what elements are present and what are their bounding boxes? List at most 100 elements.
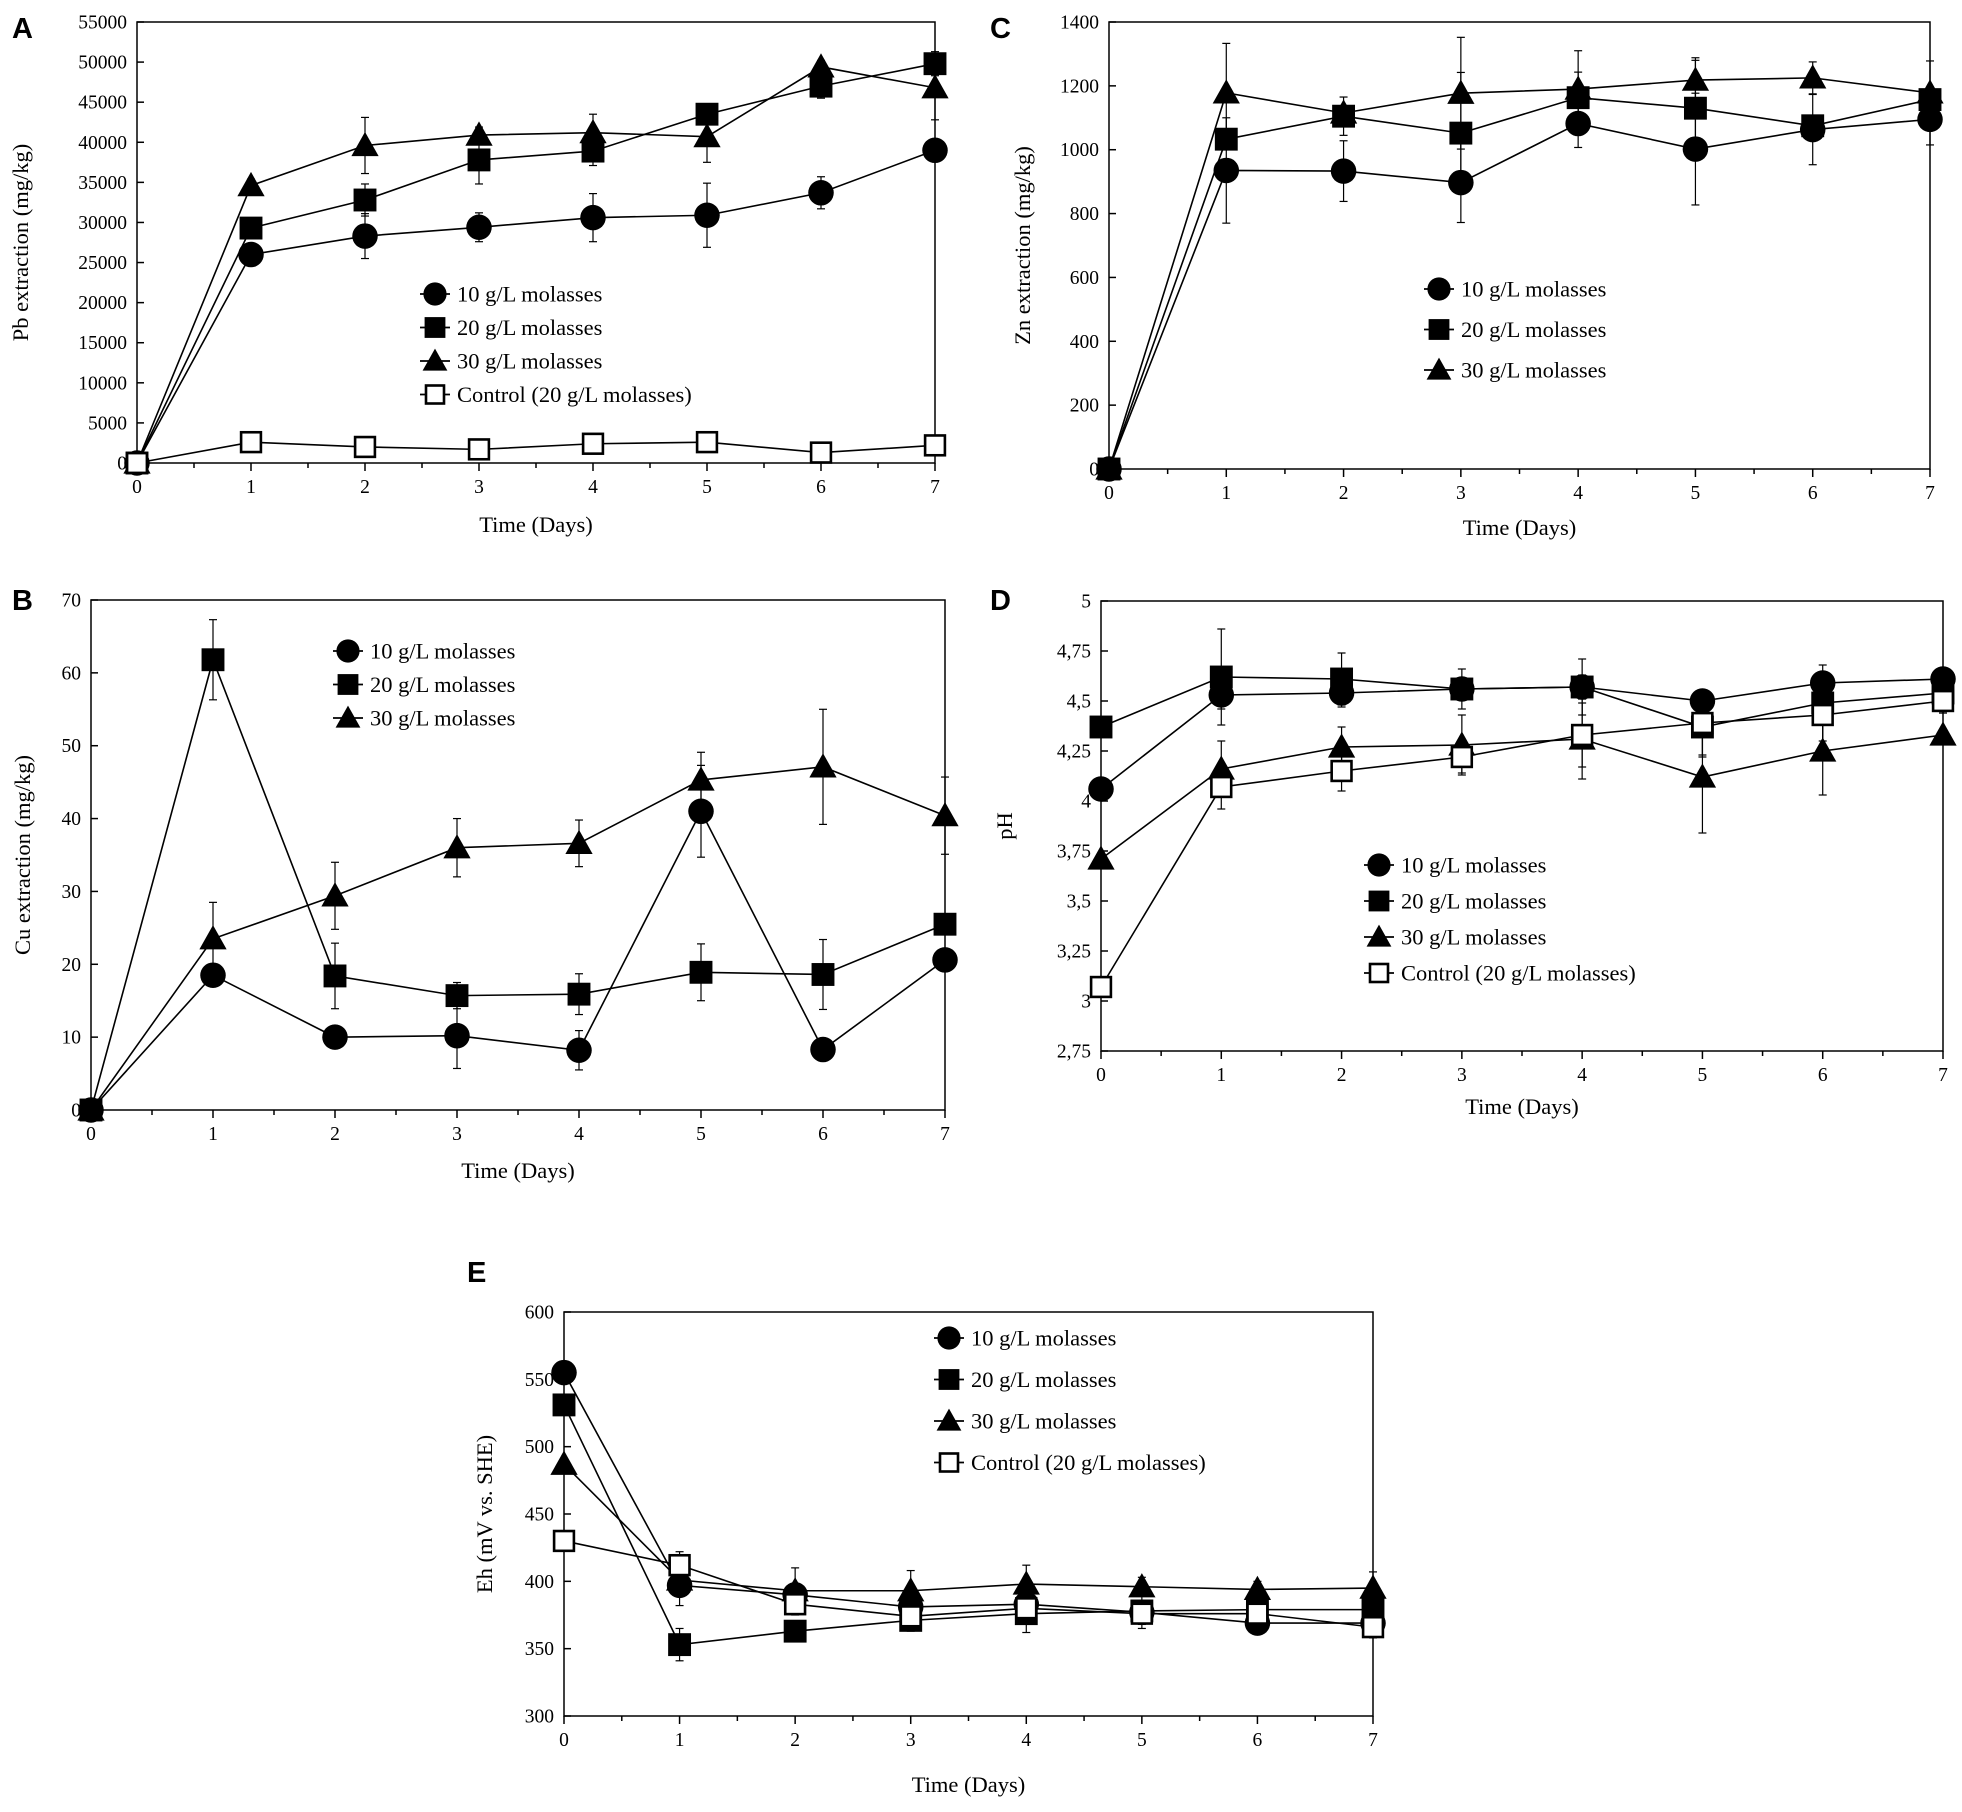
legend-label: 20 g/L molasses: [1461, 317, 1606, 342]
data-point-triangle: [1799, 64, 1827, 89]
data-point-open-square: [125, 451, 149, 475]
data-point-open-square: [1450, 745, 1474, 769]
y-tick-label: 70: [62, 591, 82, 612]
legend-label: 20 g/L molasses: [971, 1367, 1116, 1392]
series-square: [1097, 59, 1942, 481]
legend-label: 10 g/L molasses: [1461, 277, 1606, 302]
data-point-circle: [932, 947, 958, 973]
y-tick-label: 20000: [78, 293, 127, 314]
series-line: [136, 441, 936, 464]
legend-marker-square: [1428, 319, 1450, 340]
legend-marker-circle: [1367, 853, 1391, 877]
series-line: [563, 1463, 1374, 1592]
panel-letter: D: [990, 585, 1011, 617]
series-triangle: [1095, 36, 1944, 480]
legend-label: 30 g/L molasses: [1401, 925, 1546, 950]
y-tick-label: 0: [71, 1101, 81, 1122]
legend-marker-open-square: [424, 384, 446, 405]
y-tick-label: 3,75: [1057, 842, 1091, 863]
data-point-open-square: [552, 1529, 576, 1553]
data-point-open-square: [1130, 1602, 1154, 1625]
legend-label: 30 g/L molasses: [457, 349, 602, 374]
series-line: [1108, 118, 1931, 470]
y-tick-label: 20: [62, 955, 82, 976]
series-line: [563, 1404, 1373, 1646]
legend-marker-triangle: [335, 705, 361, 728]
plot-frame: [1108, 21, 1931, 470]
data-point-circle: [1213, 157, 1240, 184]
x-tick-label: 6: [1808, 483, 1818, 504]
panel-letter: C: [990, 13, 1011, 45]
series-line: [563, 1540, 1374, 1628]
y-tick-label: 10: [62, 1028, 82, 1049]
y-tick-label: 350: [525, 1639, 554, 1660]
legend-marker-square: [337, 674, 359, 695]
data-point-triangle: [565, 829, 593, 854]
data-point-triangle: [1327, 733, 1356, 758]
series-line: [90, 766, 946, 1111]
y-tick-label: 1000: [1060, 140, 1099, 161]
y-axis-title: pH: [992, 812, 1017, 840]
series-line: [1100, 700, 1944, 988]
legend-marker-circle: [937, 1326, 961, 1350]
data-point-triangle: [1095, 455, 1123, 480]
data-point-square: [353, 188, 377, 212]
data-point-circle: [444, 1022, 470, 1049]
series-line: [1100, 734, 1944, 860]
series-open-square: [125, 430, 947, 475]
data-point-square: [933, 912, 957, 936]
data-point-open-square: [899, 1605, 922, 1628]
data-point-square: [552, 1393, 576, 1417]
data-point-square: [809, 74, 833, 98]
data-point-circle: [238, 241, 264, 268]
data-point-square: [201, 648, 225, 672]
y-tick-label: 30000: [78, 213, 127, 234]
data-point-triangle: [931, 802, 959, 827]
legend-label: 10 g/L molasses: [1401, 853, 1546, 878]
series-open-square: [1089, 678, 1955, 999]
x-tick-label: 6: [818, 1124, 828, 1145]
y-axis-title: Zn extraction (mg/kg): [1010, 146, 1035, 345]
x-tick-label: 4: [588, 477, 598, 498]
y-tick-label: 4,5: [1067, 692, 1091, 713]
data-point-triangle: [1564, 75, 1592, 100]
data-point-circle: [808, 180, 834, 206]
y-tick-label: 550: [525, 1370, 554, 1391]
x-tick-label: 1: [1221, 483, 1231, 504]
x-tick-label: 5: [1137, 1730, 1147, 1751]
data-point-open-square: [1570, 723, 1594, 747]
data-point-open-square: [1089, 975, 1113, 999]
y-tick-label: 1200: [1060, 76, 1099, 97]
data-point-open-square: [1246, 1602, 1269, 1625]
data-point-triangle: [321, 882, 349, 907]
y-tick-label: 50: [62, 736, 82, 757]
y-tick-label: 60: [62, 663, 82, 684]
data-point-circle: [922, 137, 948, 164]
series-line: [136, 66, 936, 464]
y-tick-label: 4: [1081, 792, 1091, 813]
data-point-circle: [466, 214, 492, 241]
data-point-open-square: [1811, 703, 1834, 727]
y-tick-label: 50000: [78, 53, 127, 74]
data-point-open-square: [923, 434, 947, 457]
x-axis-title: Time (Days): [1463, 515, 1577, 540]
legend-label: 30 g/L molasses: [1461, 358, 1606, 383]
data-point-open-square: [1931, 689, 1955, 713]
data-point-square: [567, 982, 591, 1006]
series-line: [1108, 77, 1931, 470]
y-tick-label: 200: [1070, 396, 1099, 417]
data-point-triangle: [1681, 66, 1710, 91]
x-tick-label: 2: [360, 477, 370, 498]
y-axis-title: Eh (mV vs. SHE): [472, 1435, 497, 1593]
legend-marker-triangle: [422, 348, 448, 371]
x-tick-label: 7: [940, 1124, 950, 1145]
x-tick-label: 6: [1818, 1065, 1828, 1086]
data-point-circle: [810, 1036, 836, 1063]
data-point-circle: [352, 223, 378, 249]
panel-b: B 0 10 20 30 40 50 60 70 0 1 2 3 4 5 6 7 Time (Days) Cu ex…: [10, 585, 959, 1183]
legend-marker-circle: [336, 639, 360, 663]
legend-marker-triangle: [936, 1408, 962, 1431]
y-tick-label: 2,75: [1057, 1042, 1091, 1063]
y-tick-label: 400: [525, 1572, 554, 1593]
y-tick-label: 0: [1089, 460, 1099, 481]
